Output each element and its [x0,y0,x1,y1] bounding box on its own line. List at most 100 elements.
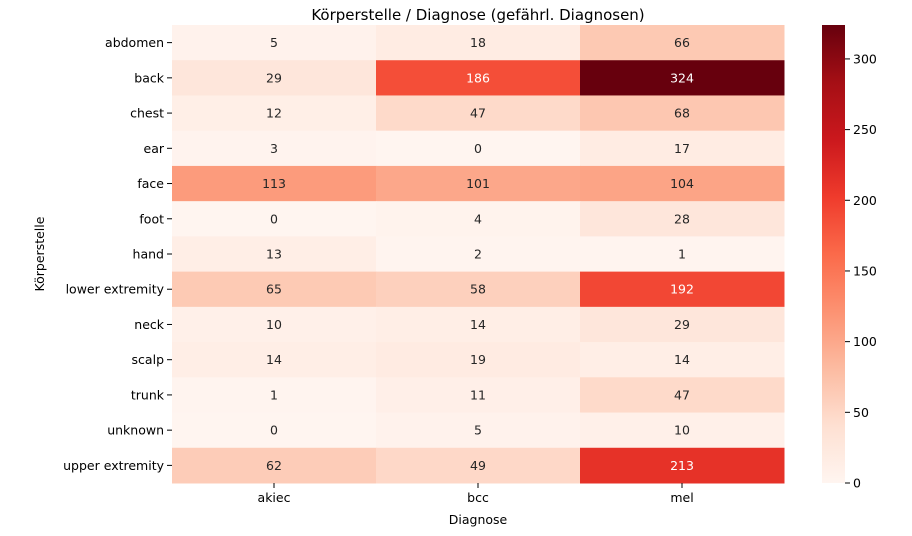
heatmap-cell [580,236,785,273]
heatmap-cell [172,377,377,414]
heatmap-cell [172,271,377,308]
cell-value-label: 5 [474,423,482,438]
y-tick-label: unknown [107,423,164,438]
cell-value-label: 29 [266,70,282,85]
x-axis-ticks: akiec bcc mel [258,483,694,505]
colorbar-tick-label: 50 [853,405,869,420]
heatmap-cell [376,342,581,378]
cell-value-label: 104 [670,176,694,191]
colorbar-tick-label: 250 [853,122,877,137]
heatmap-cell [580,412,785,449]
heatmap-cell [376,271,581,308]
y-tick-label: scalp [132,352,165,367]
cell-value-label: 58 [470,282,486,297]
heatmap-cell [580,25,785,61]
y-tick-label: abdomen [105,35,164,50]
cell-value-label: 101 [466,176,490,191]
heatmap-cell [172,60,377,96]
cell-value-label: 66 [674,35,690,50]
cell-value-label: 1 [678,247,686,262]
cell-value-label: 62 [266,458,282,473]
cell-value-label: 113 [262,176,286,191]
heatmap-cell [580,165,785,202]
cell-value-label: 13 [266,247,282,262]
heatmap-cell [580,306,785,343]
heatmap-cell [580,95,785,132]
cell-value-label: 192 [670,282,694,297]
cell-value-label: 11 [470,387,486,402]
cell-value-label: 0 [474,141,482,156]
cell-value-label: 47 [674,387,690,402]
heatmap-cell [580,130,785,167]
cell-value-label: 65 [266,282,282,297]
cell-value-label: 0 [270,211,278,226]
cell-value-label: 12 [266,106,282,121]
heatmap-cell [376,25,581,61]
heatmap-cell [580,377,785,414]
heatmap-cell [376,201,581,237]
heatmap-cell [580,201,785,237]
cell-value-label: 213 [670,458,694,473]
heatmap-cell [172,165,377,202]
cell-value-label: 68 [674,106,690,121]
y-tick-label: neck [134,317,164,332]
cell-value-label: 18 [470,35,486,50]
cell-value-label: 186 [466,70,490,85]
heatmap-cell [580,342,785,378]
y-tick-label: chest [130,106,164,121]
colorbar [822,25,845,483]
cell-value-label: 324 [670,70,694,85]
cell-value-label: 49 [470,458,486,473]
cell-value-label: 19 [470,352,486,367]
cell-value-label: 4 [474,211,482,226]
cell-value-label: 1 [270,387,278,402]
heatmap-cell [376,236,581,273]
y-tick-label: foot [139,211,164,226]
heatmap-cell [580,271,785,308]
cell-value-label: 5 [270,35,278,50]
colorbar-tick-label: 0 [853,476,861,491]
x-tick-label: akiec [258,490,291,505]
y-axis-title: Körperstelle [32,216,47,291]
colorbar-ticks: 0 50 100 150 200 250 300 [845,51,877,491]
y-tick-label: trunk [131,387,165,402]
cell-value-label: 29 [674,317,690,332]
heatmap-cell [376,130,581,167]
heatmap-cell [172,306,377,343]
heatmap-cell [376,306,581,343]
y-tick-label: lower extremity [66,282,165,297]
y-tick-label: hand [133,247,164,262]
cell-value-label: 47 [470,106,486,121]
heatmap-cell [172,25,377,61]
heatmap-cell [376,447,581,484]
heatmap-cell [376,60,581,96]
heatmap-cell [376,165,581,202]
heatmap-cell [172,236,377,273]
heatmap-cell [376,377,581,414]
cell-value-label: 14 [470,317,486,332]
cell-value-label: 14 [266,352,282,367]
y-axis-ticks: abdomen back chest ear face foot hand lower ext… [63,35,172,473]
x-tick-label: mel [670,490,693,505]
heatmap-cell [376,95,581,132]
heatmap-cell [172,447,377,484]
colorbar-tick-label: 150 [853,263,877,278]
colorbar-tick-label: 100 [853,334,877,349]
cell-value-label: 17 [674,141,690,156]
heatmap-cell [172,95,377,132]
heatmap-cell [580,447,785,484]
x-tick-label: bcc [467,490,489,505]
heatmap-cell [580,60,785,96]
heatmap-cell [172,342,377,378]
colorbar-tick-label: 200 [853,193,877,208]
cell-value-label: 3 [270,141,278,156]
cell-value-label: 10 [266,317,282,332]
cell-value-label: 2 [474,247,482,262]
x-axis-title: Diagnose [449,512,508,527]
cell-value-label: 10 [674,423,690,438]
y-tick-label: face [137,176,164,191]
colorbar-tick-label: 300 [853,51,877,66]
y-tick-label: ear [144,141,165,156]
heatmap-cell [376,412,581,449]
